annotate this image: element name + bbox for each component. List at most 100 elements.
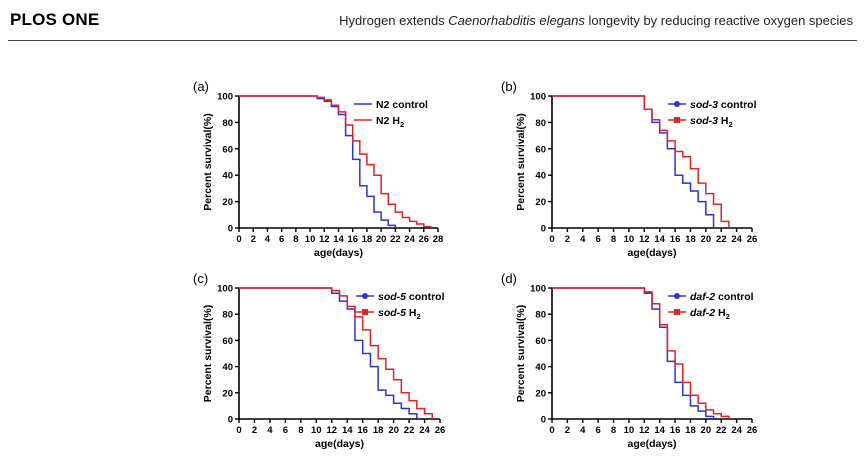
x-tick-label: 8 <box>611 234 616 245</box>
y-tick-label: 80 <box>535 310 546 321</box>
legend-label: sod-3 control <box>690 99 757 111</box>
x-axis-label: age(days) <box>627 438 676 450</box>
y-tick-label: 80 <box>222 118 233 129</box>
series-line-control <box>552 287 715 419</box>
x-tick-label: 14 <box>654 425 665 436</box>
y-axis-label: Percent survival(%) <box>202 305 214 402</box>
y-tick-label: 60 <box>535 336 546 347</box>
y-tick-label: 60 <box>222 144 233 155</box>
y-tick-label: 0 <box>541 415 546 426</box>
x-tick-label: 12 <box>639 425 650 436</box>
x-tick-label: 8 <box>298 425 303 436</box>
series-line-control <box>239 95 397 228</box>
y-tick-label: 20 <box>535 388 546 399</box>
x-tick-label: 26 <box>435 425 446 436</box>
x-tick-label: 0 <box>236 425 241 436</box>
y-tick-label: 20 <box>222 388 233 399</box>
x-tick-label: 6 <box>279 234 284 245</box>
series-line-h2 <box>552 95 730 228</box>
y-tick-label: 100 <box>530 92 546 103</box>
x-tick-label: 22 <box>390 234 401 245</box>
x-axis-label: age(days) <box>315 438 364 450</box>
x-tick-label: 0 <box>236 234 241 245</box>
x-tick-label: 26 <box>418 234 429 245</box>
legend-label: sod-5 control <box>378 291 445 303</box>
x-tick-label: 8 <box>293 234 298 245</box>
legend-label: N2 H2 <box>376 115 404 129</box>
x-tick-label: 12 <box>639 234 650 245</box>
x-tick-label: 6 <box>283 425 288 436</box>
y-tick-label: 60 <box>222 336 233 347</box>
y-axis-label: Percent survival(%) <box>202 113 214 210</box>
x-tick-label: 12 <box>319 234 330 245</box>
y-axis-label: Percent survival(%) <box>515 113 527 210</box>
panel-label: (d) <box>501 271 517 286</box>
x-tick-label: 18 <box>685 425 696 436</box>
journal-name: PLOS ONE <box>10 10 100 29</box>
x-tick-label: 4 <box>580 425 586 436</box>
page-header: PLOS ONE Hydrogen extends Caenorhabditis… <box>0 0 865 41</box>
x-tick-label: 8 <box>611 425 616 436</box>
series-line-h2 <box>239 95 432 228</box>
x-tick-label: 16 <box>347 234 358 245</box>
legend-marker-circle <box>674 101 680 107</box>
x-tick-label: 22 <box>716 234 727 245</box>
y-tick-label: 60 <box>535 144 546 155</box>
x-tick-label: 22 <box>716 425 727 436</box>
series-line-h2 <box>239 287 434 419</box>
y-tick-label: 40 <box>222 171 233 182</box>
x-tick-label: 16 <box>670 425 681 436</box>
x-tick-label: 4 <box>265 234 271 245</box>
legend-marker-square <box>362 309 368 315</box>
x-tick-label: 6 <box>596 234 601 245</box>
legend-marker-square <box>674 117 680 123</box>
x-tick-label: 10 <box>305 234 316 245</box>
legend-label: sod-5 H2 <box>378 307 421 321</box>
x-tick-label: 16 <box>670 234 681 245</box>
header-rule <box>8 40 857 41</box>
y-tick-label: 100 <box>530 284 546 295</box>
y-tick-label: 100 <box>217 284 233 295</box>
y-tick-label: 80 <box>222 310 233 321</box>
x-tick-label: 2 <box>252 425 257 436</box>
y-tick-label: 80 <box>535 118 546 129</box>
y-tick-label: 100 <box>217 92 233 103</box>
x-tick-label: 2 <box>565 425 570 436</box>
y-tick-label: 0 <box>228 415 233 426</box>
panel-label: (c) <box>193 271 208 286</box>
x-tick-label: 22 <box>404 425 415 436</box>
x-tick-label: 14 <box>654 234 665 245</box>
y-tick-label: 20 <box>535 197 546 208</box>
x-tick-label: 10 <box>311 425 322 436</box>
x-tick-label: 20 <box>388 425 399 436</box>
y-tick-label: 20 <box>222 197 233 208</box>
x-tick-label: 2 <box>251 234 256 245</box>
x-tick-label: 24 <box>731 234 742 245</box>
x-tick-label: 4 <box>580 234 586 245</box>
x-tick-label: 10 <box>624 425 635 436</box>
legend-label: sod-3 H2 <box>690 115 733 129</box>
panel-label: (b) <box>501 79 517 94</box>
x-tick-label: 0 <box>549 425 554 436</box>
running-title-part1: Hydrogen extends <box>339 13 449 28</box>
x-tick-label: 26 <box>747 234 758 245</box>
legend-label: daf-2 control <box>690 291 754 303</box>
x-tick-label: 10 <box>624 234 635 245</box>
x-tick-label: 18 <box>362 234 373 245</box>
x-tick-label: 14 <box>333 234 344 245</box>
legend-label: daf-2 H2 <box>690 307 730 321</box>
y-tick-label: 40 <box>535 362 546 373</box>
x-tick-label: 24 <box>731 425 742 436</box>
x-tick-label: 24 <box>404 234 415 245</box>
x-tick-label: 20 <box>376 234 387 245</box>
x-tick-label: 4 <box>267 425 273 436</box>
y-tick-label: 0 <box>541 224 546 235</box>
x-tick-label: 24 <box>419 425 430 436</box>
legend-label: N2 control <box>376 99 428 111</box>
x-tick-label: 16 <box>357 425 368 436</box>
